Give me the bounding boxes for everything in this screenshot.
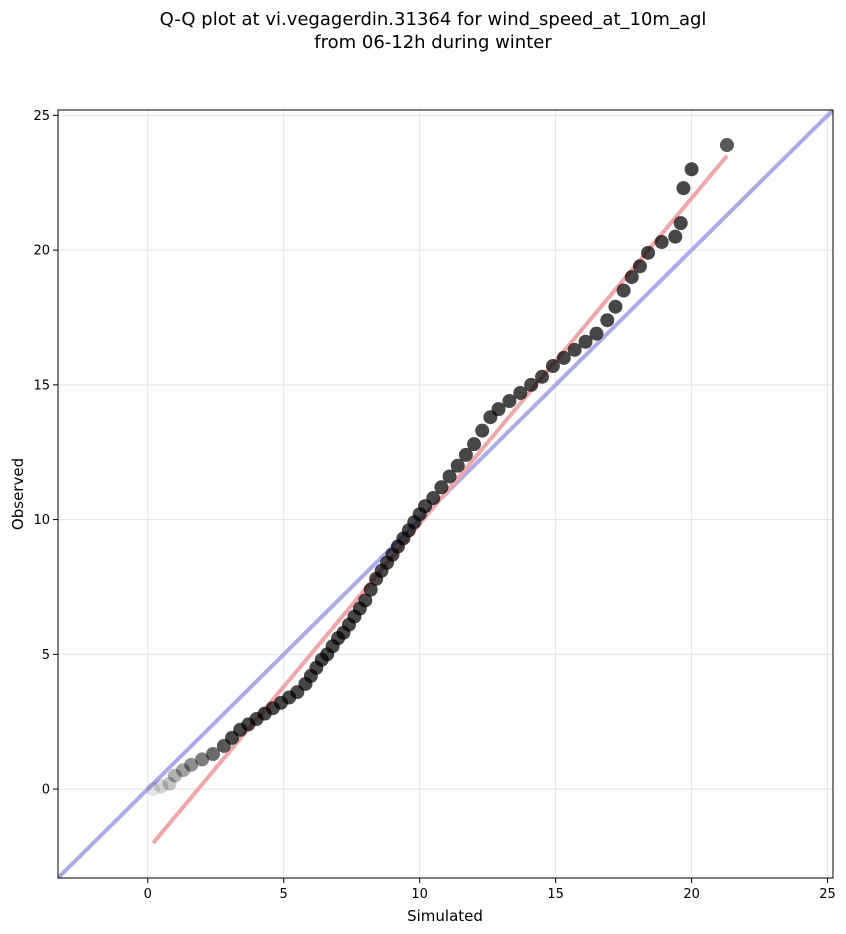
data-point (363, 582, 378, 597)
y-tick-label: 5 (42, 648, 50, 663)
data-point (668, 229, 683, 244)
data-point (502, 394, 517, 409)
data-point (545, 359, 560, 373)
x-axis: 0 5 10 15 20 25 (144, 878, 836, 902)
data-point (684, 162, 699, 177)
data-point (556, 350, 571, 365)
data-point (600, 313, 615, 328)
data-point (154, 779, 169, 794)
x-tick-label: 20 (683, 887, 700, 902)
x-tick-label: 25 (819, 887, 836, 902)
y-tick-label: 20 (33, 244, 50, 259)
data-point (641, 245, 656, 260)
x-tick-label: 15 (547, 887, 564, 902)
x-tick-label: 5 (280, 887, 288, 902)
data-point (162, 776, 177, 791)
data-point (632, 259, 647, 274)
data-point (673, 216, 688, 231)
y-tick-label: 15 (33, 378, 50, 393)
data-point (624, 270, 639, 285)
data-point (426, 491, 441, 506)
data-point (567, 342, 582, 357)
x-axis-label: Simulated (407, 907, 483, 925)
data-point (146, 782, 161, 797)
y-axis: 0 5 10 15 20 25 (33, 109, 58, 798)
data-point (467, 437, 482, 452)
data-point (491, 402, 506, 417)
x-tick-label: 10 (411, 887, 428, 902)
data-point (535, 369, 550, 384)
data-point (450, 458, 465, 473)
y-tick-label: 0 (42, 783, 50, 798)
data-point (676, 181, 691, 196)
data-point (719, 138, 734, 153)
data-point (589, 326, 604, 341)
grid (58, 110, 833, 878)
plot-frame (57, 109, 834, 879)
data-point (616, 283, 631, 298)
data-point (434, 480, 449, 495)
data-point (458, 447, 473, 462)
data-point (358, 593, 373, 608)
points-layer (146, 138, 734, 797)
data-point (578, 334, 593, 349)
y-tick-label: 25 (33, 109, 50, 124)
x-tick-label: 0 (144, 887, 152, 902)
data-point (524, 377, 539, 392)
y-axis-label: Observed (9, 458, 27, 530)
data-point (475, 423, 490, 438)
y-tick-label: 10 (33, 513, 50, 528)
data-point (513, 385, 528, 400)
data-point (167, 768, 182, 783)
chart-title-line-2: from 06-12h during winter (314, 32, 552, 53)
data-point (654, 235, 669, 250)
data-point (184, 757, 199, 772)
data-point (608, 299, 623, 314)
data-point (442, 469, 457, 484)
data-point (195, 752, 210, 767)
plot-area (58, 110, 833, 878)
data-point (176, 763, 191, 778)
chart-title-line-1: Q-Q plot at vi.vegagerdin.31364 for wind… (160, 9, 707, 30)
data-point (206, 747, 220, 762)
